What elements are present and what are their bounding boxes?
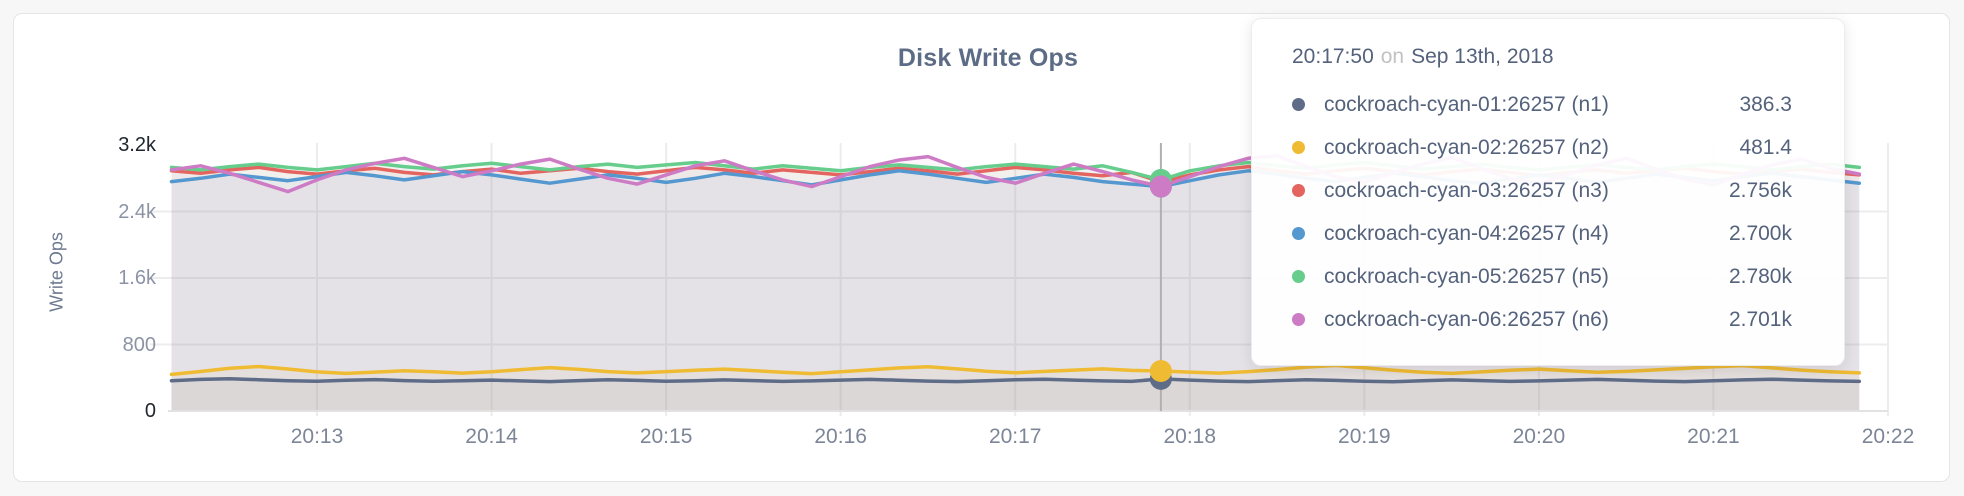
hover-dot-n6 bbox=[1149, 175, 1172, 198]
series-value: 481.4 bbox=[1739, 135, 1792, 159]
series-color-dot bbox=[1292, 227, 1305, 240]
x-tick-label: 20:20 bbox=[1512, 425, 1566, 448]
x-tick-label: 20:15 bbox=[639, 425, 693, 448]
x-tick-label: 20:18 bbox=[1163, 425, 1217, 448]
tooltip-series-row: cockroach-cyan-03:26257 (n3) 2.756k bbox=[1292, 169, 1792, 212]
series-color-dot bbox=[1292, 141, 1305, 154]
series-value: 386.3 bbox=[1739, 92, 1792, 116]
series-label: cockroach-cyan-01:26257 (n1) bbox=[1324, 92, 1609, 116]
series-value: 2.780k bbox=[1728, 264, 1792, 288]
y-tick-label: 3.2k bbox=[118, 134, 156, 156]
x-tick-label: 20:17 bbox=[988, 425, 1042, 448]
series-line-n2 bbox=[169, 363, 1862, 377]
x-tick-label: 20:19 bbox=[1338, 425, 1391, 448]
x-tick-label: 20:22 bbox=[1861, 425, 1915, 448]
series-color-dot bbox=[1292, 313, 1305, 326]
chart-title: Disk Write Ops bbox=[897, 44, 1079, 72]
x-tick-label: 20:16 bbox=[814, 425, 867, 448]
chart-tooltip: 20:17:50 on Sep 13th, 2018 cockroach-cyan-… bbox=[1251, 18, 1845, 366]
tooltip-date: Sep 13th, 2018 bbox=[1411, 45, 1554, 68]
x-tick-label: 20:13 bbox=[290, 425, 344, 448]
tooltip-rows: cockroach-cyan-01:26257 (n1) 386.3 cockroa… bbox=[1292, 83, 1792, 341]
series-value: 2.701k bbox=[1728, 307, 1792, 331]
tooltip-header: 20:17:50 on Sep 13th, 2018 bbox=[1292, 45, 1792, 69]
series-label: cockroach-cyan-04:26257 (n4) bbox=[1324, 221, 1609, 245]
y-tick-label: 1.6k bbox=[118, 267, 156, 289]
tooltip-series-row: cockroach-cyan-01:26257 (n1) 386.3 bbox=[1292, 83, 1792, 126]
hover-dot-n2 bbox=[1149, 359, 1172, 382]
series-line-n1 bbox=[169, 376, 1862, 384]
series-color-dot bbox=[1292, 184, 1305, 197]
tooltip-date-connector: on bbox=[1380, 45, 1405, 68]
y-tick-label: 2.4k bbox=[118, 200, 156, 223]
tooltip-series-row: cockroach-cyan-02:26257 (n2) 481.4 bbox=[1292, 126, 1792, 169]
series-value: 2.700k bbox=[1728, 221, 1792, 245]
series-label: cockroach-cyan-06:26257 (n6) bbox=[1324, 307, 1609, 331]
series-label: cockroach-cyan-02:26257 (n2) bbox=[1324, 135, 1609, 159]
series-color-dot bbox=[1292, 270, 1305, 283]
y-tick-label: 0 bbox=[144, 400, 156, 422]
tooltip-series-row: cockroach-cyan-05:26257 (n5) 2.780k bbox=[1292, 255, 1792, 298]
series-label: cockroach-cyan-03:26257 (n3) bbox=[1324, 178, 1609, 202]
x-tick-label: 20:21 bbox=[1687, 425, 1740, 448]
tooltip-time: 20:17:50 bbox=[1292, 45, 1374, 68]
y-tick-label: 800 bbox=[122, 333, 156, 356]
tooltip-series-row: cockroach-cyan-06:26257 (n6) 2.701k bbox=[1292, 298, 1792, 341]
series-color-dot bbox=[1292, 98, 1305, 111]
series-label: cockroach-cyan-05:26257 (n5) bbox=[1324, 264, 1609, 288]
series-value: 2.756k bbox=[1728, 178, 1792, 202]
x-tick-label: 20:14 bbox=[465, 425, 518, 448]
tooltip-series-row: cockroach-cyan-04:26257 (n4) 2.700k bbox=[1292, 212, 1792, 255]
series-area-n1 bbox=[171, 378, 1860, 410]
series-area-n2 bbox=[171, 365, 1860, 410]
